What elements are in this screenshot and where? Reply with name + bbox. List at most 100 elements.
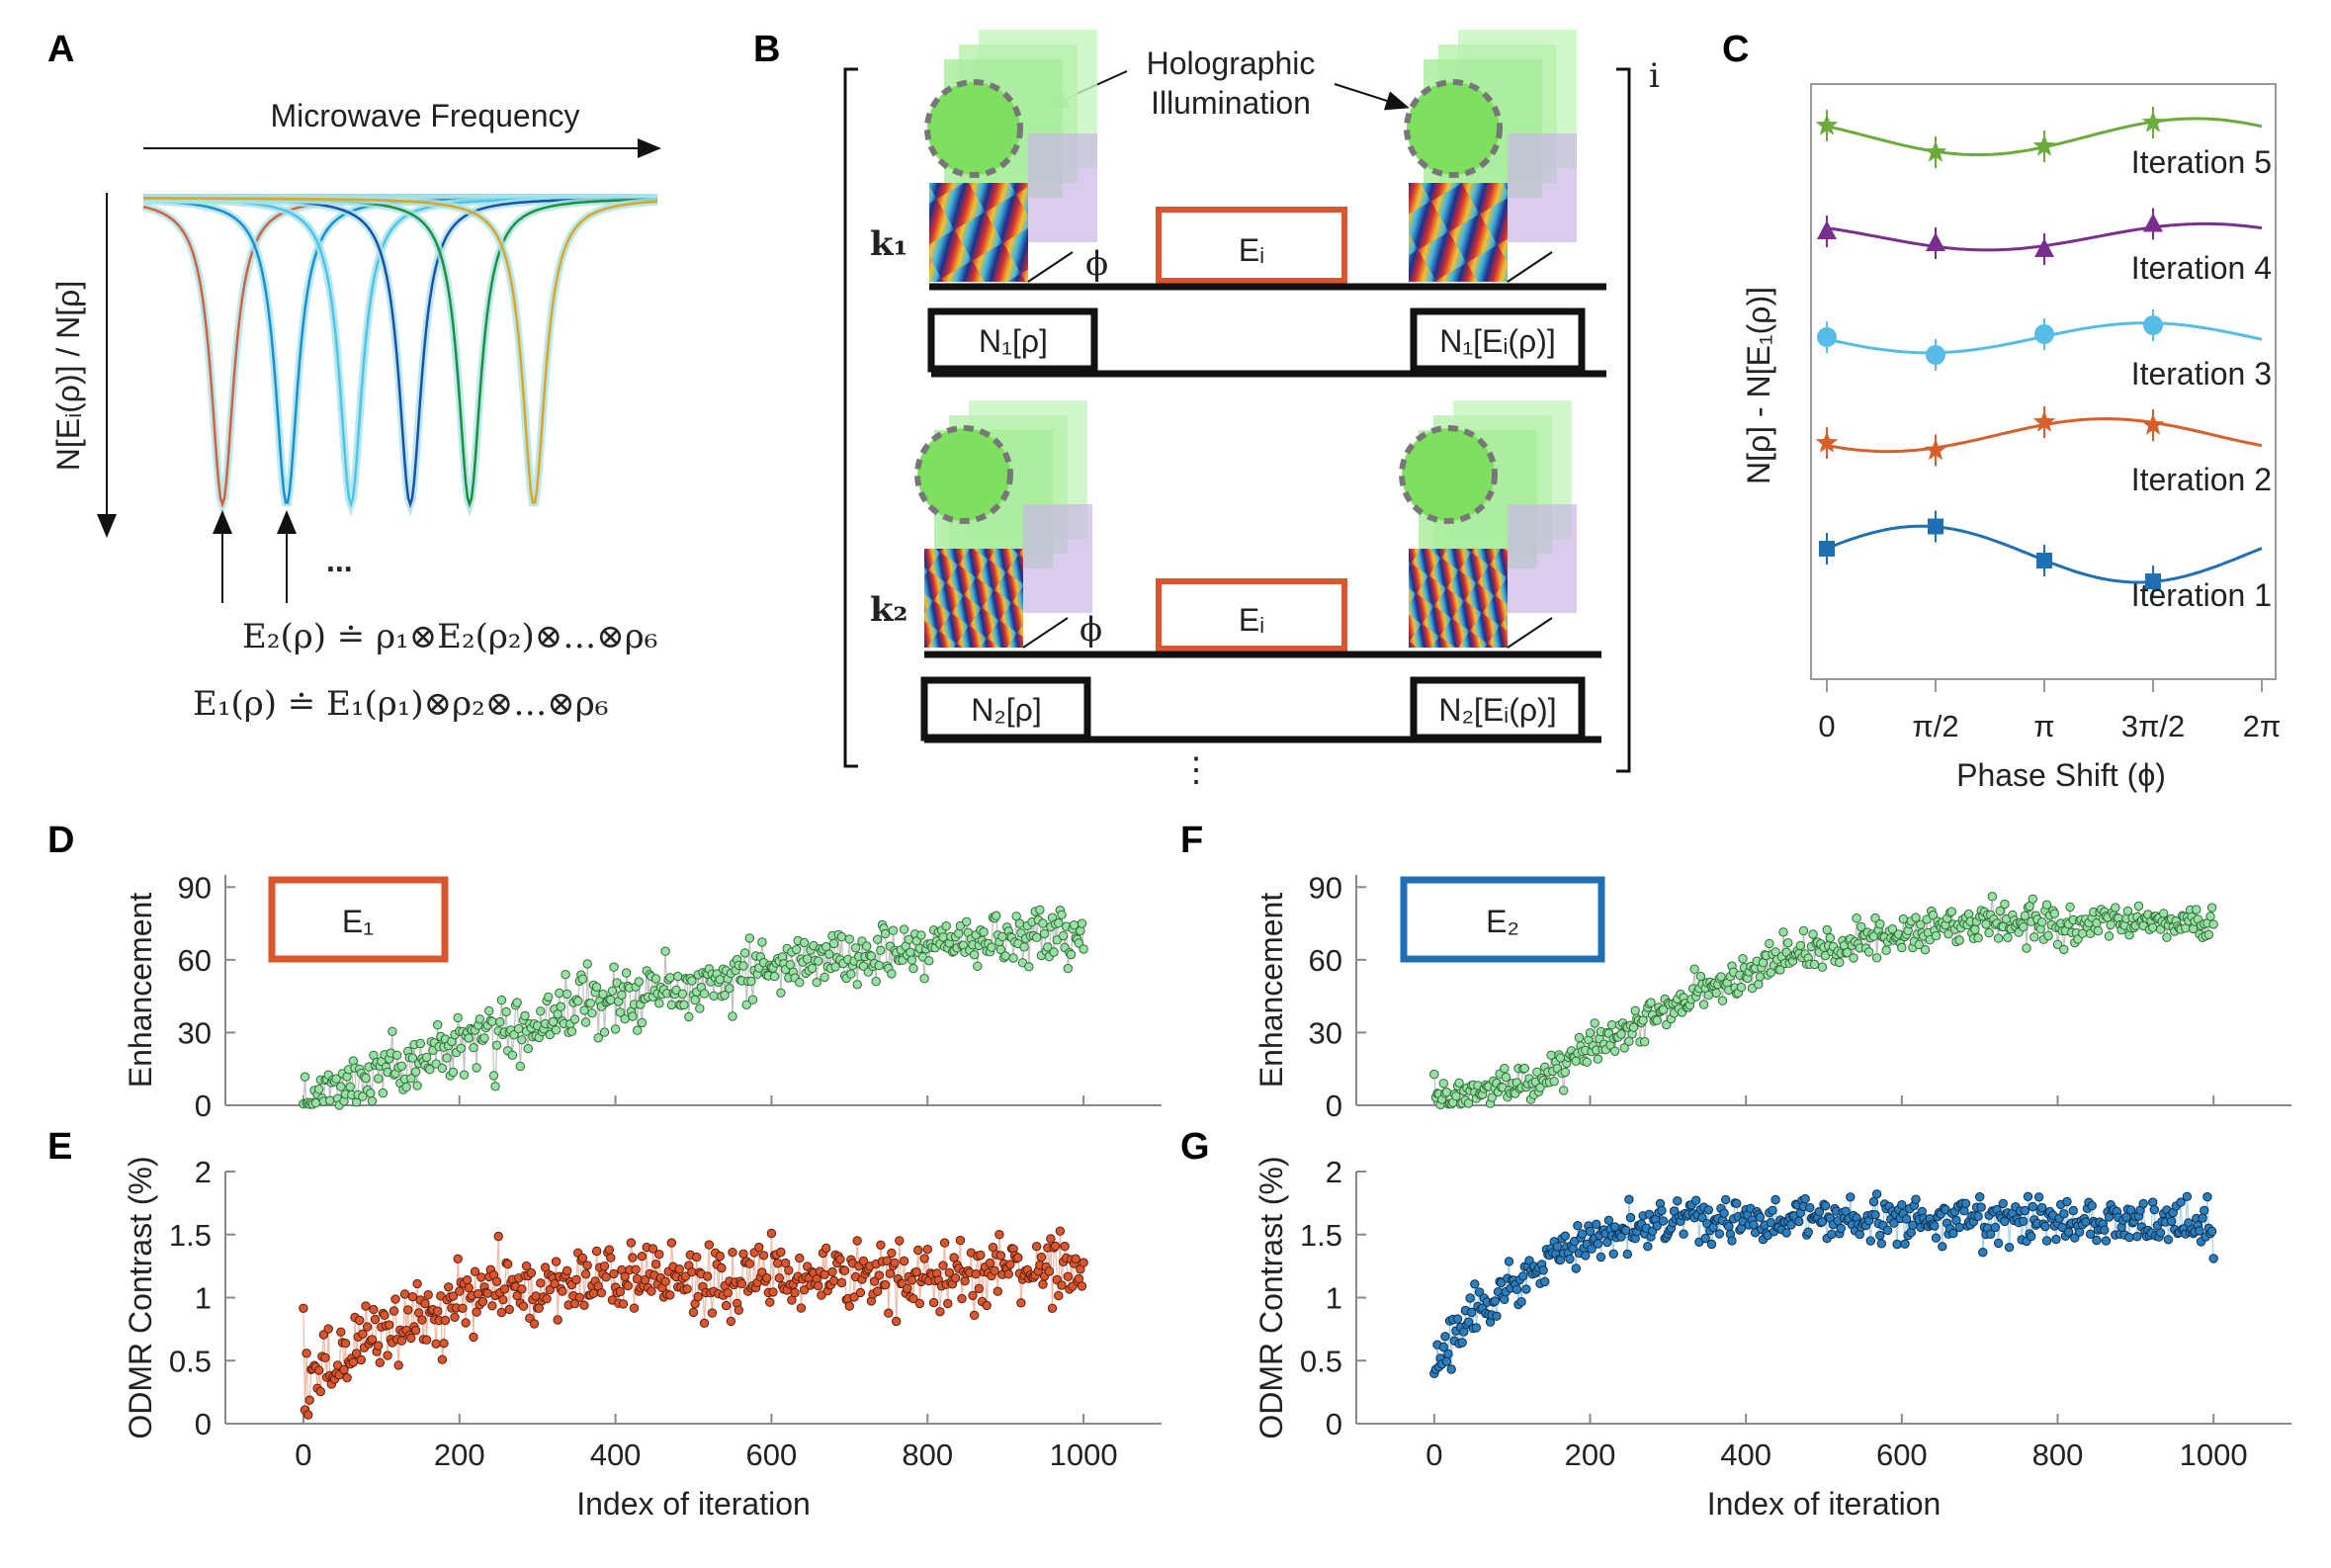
F-point (2065, 902, 2075, 913)
D-point (1063, 963, 1074, 974)
D-point (744, 933, 754, 943)
G-point (1446, 1364, 1456, 1374)
E-point (299, 1303, 308, 1314)
E-point (734, 1305, 743, 1315)
D-point (746, 976, 756, 987)
D-point (406, 1074, 416, 1084)
E-point (462, 1275, 473, 1285)
equation-e1: E₁(ρ) ≐ E₁(ρ₁)⊗ρ₂⊗…⊗ρ₆ (193, 684, 608, 724)
D-point (725, 984, 734, 994)
D-point (908, 963, 918, 974)
F-point (2208, 919, 2218, 929)
G-point (1990, 1222, 2001, 1233)
panel-a-xlabel: Microwave Frequency (271, 98, 580, 133)
G-point (1467, 1307, 1477, 1318)
n2-rho-label: N₂[ρ] (971, 692, 1042, 728)
G-point (1755, 1212, 1766, 1222)
G-point (1817, 1217, 1828, 1227)
D-point (1038, 918, 1048, 928)
D-point (569, 1014, 580, 1024)
E-point (393, 1360, 403, 1370)
D-point (507, 1050, 518, 1061)
D-point (378, 1088, 388, 1098)
E-point (640, 1274, 650, 1285)
E-point (526, 1267, 537, 1278)
E-point (342, 1372, 352, 1383)
D-point (955, 920, 966, 931)
F-point (2133, 901, 2144, 912)
E-point (887, 1248, 897, 1259)
E-point (303, 1410, 313, 1420)
G-point (1571, 1263, 1582, 1273)
D-point (577, 974, 588, 984)
E-point (654, 1250, 664, 1260)
D-point (615, 1007, 625, 1017)
F-point (1574, 1032, 1585, 1043)
F-point (1981, 919, 1991, 929)
E-point (1013, 1253, 1023, 1263)
G-point (1786, 1220, 1796, 1230)
D-point (562, 989, 572, 1000)
G-point (2092, 1235, 2102, 1246)
E-point (768, 1287, 778, 1297)
G-point (1770, 1194, 1780, 1205)
F-point (1928, 911, 1939, 920)
E-point (367, 1335, 378, 1345)
panel-label-e: E (47, 1126, 72, 1168)
E-point (821, 1243, 831, 1254)
D-point (433, 1019, 443, 1030)
G-point (1581, 1251, 1591, 1261)
G-point (2202, 1191, 2212, 1202)
E-point (574, 1292, 584, 1303)
E-point (707, 1308, 718, 1318)
F-ytick: 90 (1309, 870, 1342, 905)
E-point (591, 1246, 602, 1257)
E-point (687, 1267, 697, 1277)
E-point (628, 1253, 638, 1263)
E-point (938, 1261, 948, 1270)
E-point (922, 1245, 932, 1255)
E-point (976, 1250, 986, 1261)
G-point (1465, 1293, 1475, 1303)
F-point (2206, 903, 2217, 913)
right-bracket (1616, 67, 1631, 773)
G-point (1706, 1239, 1717, 1250)
E-point (1032, 1242, 1042, 1252)
G-ylabel: ODMR Contrast (%) (1253, 1156, 1289, 1438)
E-point (919, 1254, 929, 1263)
F-point (1619, 1043, 1629, 1053)
D-point (973, 961, 983, 971)
sequence-row-k1: k₁ ϕ Eᵢ (870, 30, 1606, 378)
E-point (455, 1286, 465, 1296)
G-point (1463, 1317, 1474, 1327)
D-point (479, 1033, 489, 1043)
E-point (880, 1280, 891, 1290)
panel-a: Microwave Frequency N[Eᵢ(ρ)] / N[ρ] ... … (50, 98, 661, 724)
F-point (2111, 903, 2120, 913)
panel-label-g: G (1180, 1126, 1210, 1168)
F-point (1843, 947, 1853, 958)
E-point (820, 1269, 829, 1280)
E-point (355, 1315, 365, 1326)
E-point (399, 1289, 410, 1299)
E-point (899, 1256, 909, 1266)
D-point (899, 924, 909, 934)
E-point (477, 1296, 488, 1307)
E-point (1038, 1279, 1048, 1289)
G-point (2062, 1196, 2072, 1207)
F-point (1995, 906, 2005, 916)
E-point (421, 1335, 432, 1345)
G-point (1492, 1311, 1502, 1321)
F-point (2052, 939, 2063, 949)
F-point (1914, 939, 1924, 950)
E-point (406, 1333, 416, 1344)
G-point (1960, 1198, 1971, 1209)
E-point (496, 1307, 507, 1318)
c-point (2032, 134, 2056, 156)
D-point (453, 1012, 463, 1023)
G-point (1882, 1225, 1893, 1236)
G-point (1954, 1222, 1964, 1233)
G-xtick: 200 (1565, 1437, 1616, 1472)
E-point (1079, 1258, 1088, 1267)
E-point (990, 1265, 999, 1276)
